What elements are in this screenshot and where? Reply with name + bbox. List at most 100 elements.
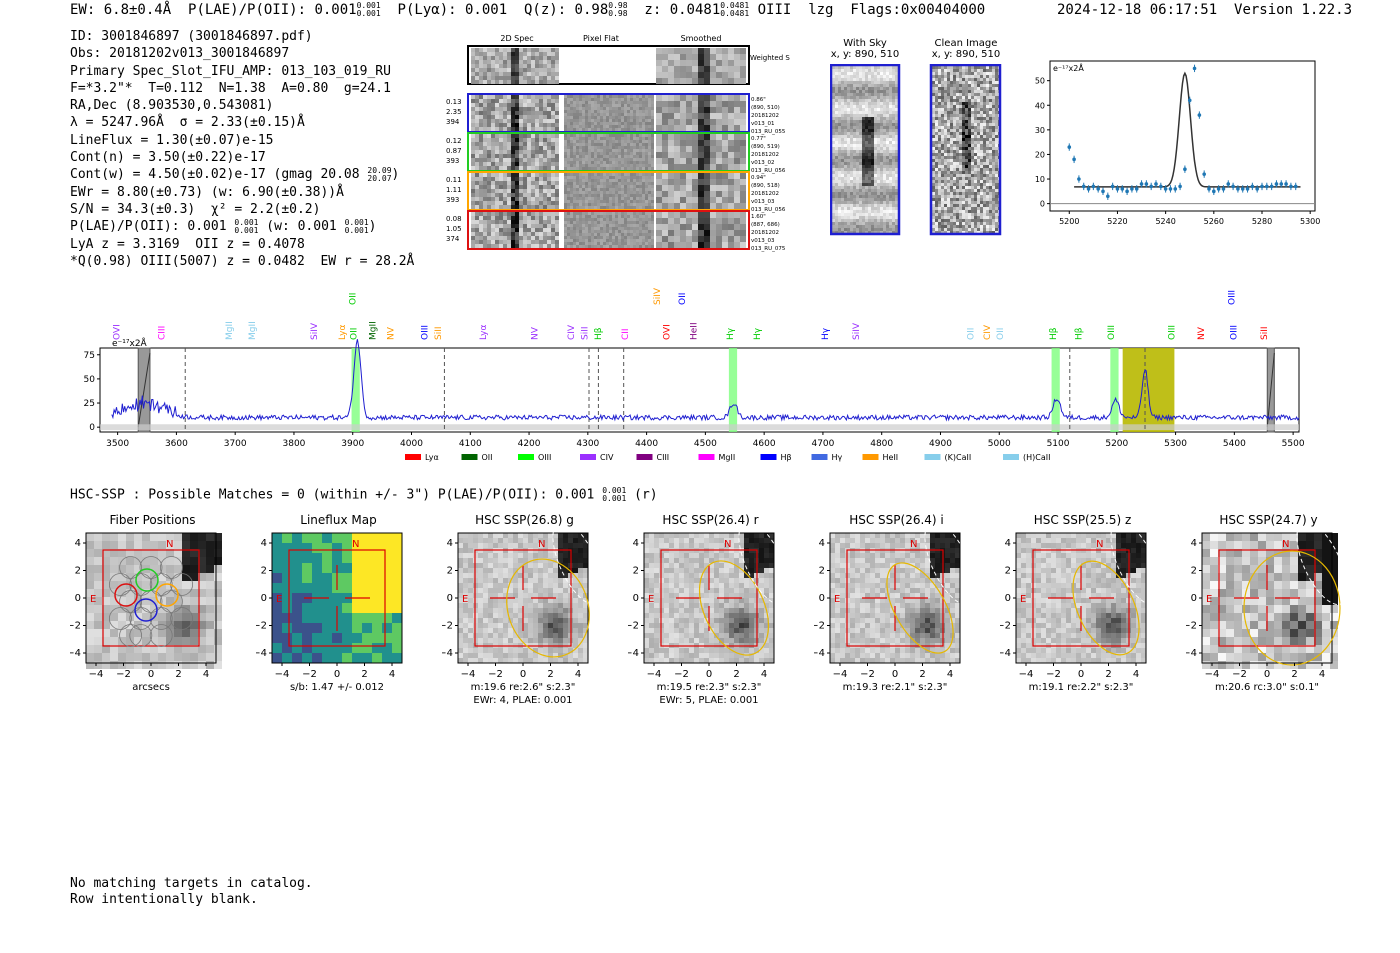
cutout-pixel: [507, 127, 511, 131]
cutout-pixel: [564, 203, 567, 206]
cutout-pixel: [535, 158, 539, 162]
clean-image-pixel: [974, 105, 977, 108]
with-sky-pixel: [868, 81, 871, 84]
with-sky-pixel: [871, 153, 874, 156]
cutout-pixel: [627, 113, 630, 116]
cutout-pixel: [523, 181, 527, 185]
with-sky-pixel: [877, 189, 880, 192]
cutout-pixel: [551, 244, 555, 248]
cutout-pixel: [734, 212, 740, 218]
cutout-pixel: [630, 212, 633, 215]
cutout-pixel: [535, 236, 539, 240]
with-sky-pixel: [862, 69, 865, 72]
cutout-pixel: [603, 137, 606, 140]
cutout-pixel: [618, 242, 621, 245]
with-sky-pixel: [877, 174, 880, 177]
cutout-right-label: (890, 510): [751, 105, 780, 111]
with-sky-pixel: [841, 84, 844, 87]
cutout-pixel: [535, 244, 539, 248]
with-sky-pixel: [886, 180, 889, 183]
clean-image-pixel: [959, 108, 962, 111]
with-sky-pixel: [850, 114, 853, 117]
clean-image-pixel: [977, 87, 980, 90]
cutout-pixel: [600, 245, 603, 248]
with-sky-pixel: [844, 156, 847, 159]
clean-image-pixel: [935, 87, 938, 90]
cutout-pixel: [674, 113, 680, 119]
cutout-pixel: [656, 158, 662, 164]
with-sky-pixel: [892, 72, 895, 75]
cutout-pixel: [543, 181, 547, 185]
cutout-pixel: [651, 167, 654, 170]
with-sky-pixel: [868, 159, 871, 162]
with-sky-pixel: [880, 96, 883, 99]
with-sky-pixel: [865, 210, 868, 213]
cutout-pixel: [531, 205, 535, 209]
cutout-pixel: [612, 185, 615, 188]
with-sky-pixel: [859, 159, 862, 162]
cutout-pixel: [728, 78, 734, 84]
with-sky-pixel: [847, 66, 850, 69]
with-sky-pixel: [895, 147, 898, 150]
cutout-pixel: [491, 56, 495, 60]
cutout-pixel: [539, 154, 543, 158]
clean-image-pixel: [947, 126, 950, 129]
with-sky-pixel: [847, 75, 850, 78]
with-sky-pixel: [883, 231, 886, 234]
cutout-pixel: [621, 167, 624, 170]
cutout-pixel: [515, 205, 519, 209]
cutout-pixel: [535, 72, 539, 76]
cutout-pixel: [475, 127, 479, 131]
cutout-pixel: [740, 164, 746, 170]
cutout-pixel: [609, 194, 612, 197]
with-sky-pixel: [883, 99, 886, 102]
cutout-pixel: [564, 200, 567, 203]
cutout-pixel: [594, 215, 597, 218]
cutout-pixel: [639, 227, 642, 230]
cutout-pixel: [651, 137, 654, 140]
clean-image-pixel: [947, 120, 950, 123]
cutout-pixel: [651, 233, 654, 236]
with-sky-pixel: [895, 219, 898, 222]
cutout-pixel: [585, 212, 588, 215]
cutout-pixel: [507, 76, 511, 80]
with-sky-pixel: [874, 195, 877, 198]
clean-image-pixel: [983, 84, 986, 87]
with-sky-pixel: [847, 165, 850, 168]
cutout-pixel: [487, 177, 491, 181]
with-sky-pixel: [874, 192, 877, 195]
clean-image-pixel: [974, 78, 977, 81]
with-sky-pixel: [841, 78, 844, 81]
clean-image-pixel: [965, 168, 968, 171]
cutout-pixel: [656, 197, 662, 203]
cutout-pixel: [511, 142, 515, 146]
with-sky-pixel: [850, 108, 853, 111]
cutout-pixel: [624, 107, 627, 110]
cutout-pixel: [591, 134, 594, 137]
with-sky-pixel: [883, 216, 886, 219]
with-sky-pixel: [838, 129, 841, 132]
with-sky-pixel: [853, 126, 856, 129]
cutout-pixel: [740, 60, 746, 66]
cutout-pixel: [511, 173, 515, 177]
clean-image-pixel: [959, 150, 962, 153]
clean-image-pixel: [953, 87, 956, 90]
with-sky-pixel: [868, 189, 871, 192]
cutout-pixel: [567, 98, 570, 101]
cutout-pixel: [710, 236, 716, 242]
cutout-pixel: [507, 99, 511, 103]
cutout-pixel: [662, 72, 668, 78]
clean-image-pixel: [950, 114, 953, 117]
with-sky-pixel: [889, 78, 892, 81]
cutout-pixel: [680, 66, 686, 72]
cutout-pixel: [579, 152, 582, 155]
with-sky-pixel: [844, 87, 847, 90]
cutout-pixel: [523, 107, 527, 111]
cutout-right-label: 0.77": [751, 136, 766, 142]
cutout-pixel: [630, 98, 633, 101]
cutout-pixel: [609, 236, 612, 239]
cutout-pixel: [491, 138, 495, 142]
cutout-pixel: [662, 48, 668, 54]
with-sky-pixel: [841, 81, 844, 84]
with-sky-pixel: [844, 162, 847, 165]
